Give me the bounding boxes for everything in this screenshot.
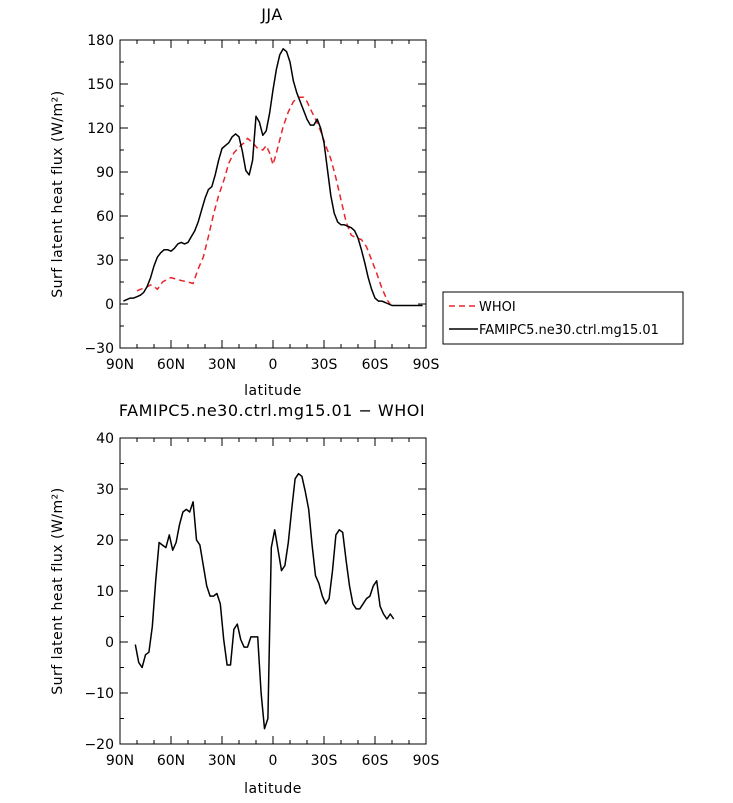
bottom-series-line-difference [134, 472, 395, 730]
top-panel: JJA 90N 60N 30N 0 30S 60S 90S −30 0 30 60 90 120 150… [50, 5, 439, 399]
top-series-line-whoi [136, 96, 393, 308]
top-y-tick-label: 90 [96, 165, 114, 181]
legend-label-famipc5: FAMIPC5.ne30.ctrl.mg15.01 [479, 323, 659, 338]
bottom-y-ticks: −20 −10 0 10 20 30 40 [84, 431, 426, 753]
top-x-tick-label: 90S [413, 357, 440, 373]
bottom-x-tick-label: 30N [208, 753, 236, 769]
top-y-ticks: −30 0 30 60 90 120 150 180 [84, 33, 426, 357]
bottom-plot-area [134, 472, 395, 730]
top-y-tick-label: 150 [87, 77, 114, 93]
top-x-axis-label: latitude [244, 383, 302, 399]
bottom-y-tick-label: 20 [96, 533, 114, 549]
bottom-y-axis-label: Surf latent heat flux (W/m²) [50, 487, 66, 694]
top-x-tick-label: 0 [269, 357, 278, 373]
top-series-line-famipc5-ne30-ctrl-mg15-01 [123, 48, 423, 307]
top-y-tick-label: 30 [96, 253, 114, 269]
legend-box [442, 291, 684, 345]
top-x-tick-label: 60S [362, 357, 389, 373]
bottom-chart-title: FAMIPC5.ne30.ctrl.mg15.01 − WHOI [119, 401, 425, 420]
top-plot-area [123, 48, 423, 308]
bottom-x-tick-label: 90N [106, 753, 134, 769]
top-x-ticks: 90N 60N 30N 0 30S 60S 90S [106, 40, 440, 373]
legend: WHOI FAMIPC5.ne30.ctrl.mg15.01 [442, 291, 684, 345]
bottom-x-tick-label: 60N [157, 753, 185, 769]
top-y-axis-label: Surf latent heat flux (W/m²) [50, 90, 66, 297]
top-y-tick-label: 180 [87, 33, 114, 49]
bottom-plot-frame [119, 437, 427, 745]
top-x-tick-label: 30S [311, 357, 338, 373]
top-x-tick-label: 90N [106, 357, 134, 373]
bottom-x-tick-label: 0 [269, 753, 278, 769]
top-x-tick-label: 60N [157, 357, 185, 373]
bottom-y-tick-label: 0 [105, 635, 114, 651]
bottom-x-tick-label: 90S [413, 753, 440, 769]
legend-label-whoi: WHOI [479, 300, 516, 315]
bottom-y-tick-label: −10 [84, 686, 114, 702]
bottom-x-axis-label: latitude [244, 781, 302, 797]
bottom-y-tick-label: 40 [96, 431, 114, 447]
bottom-x-tick-label: 60S [362, 753, 389, 769]
bottom-x-tick-label: 30S [311, 753, 338, 769]
top-y-tick-label: 0 [105, 297, 114, 313]
top-y-tick-label: 60 [96, 209, 114, 225]
bottom-panel: FAMIPC5.ne30.ctrl.mg15.01 − WHOI 90N 60N 3… [50, 401, 439, 797]
bottom-x-ticks: 90N 60N 30N 0 30S 60S 90S [106, 438, 440, 769]
top-x-tick-label: 30N [208, 357, 236, 373]
bottom-y-tick-label: 10 [96, 584, 114, 600]
top-y-tick-label: −30 [84, 341, 114, 357]
top-chart-title: JJA [260, 5, 283, 24]
bottom-y-tick-label: −20 [84, 737, 114, 753]
top-y-tick-label: 120 [87, 121, 114, 137]
bottom-y-tick-label: 30 [96, 482, 114, 498]
